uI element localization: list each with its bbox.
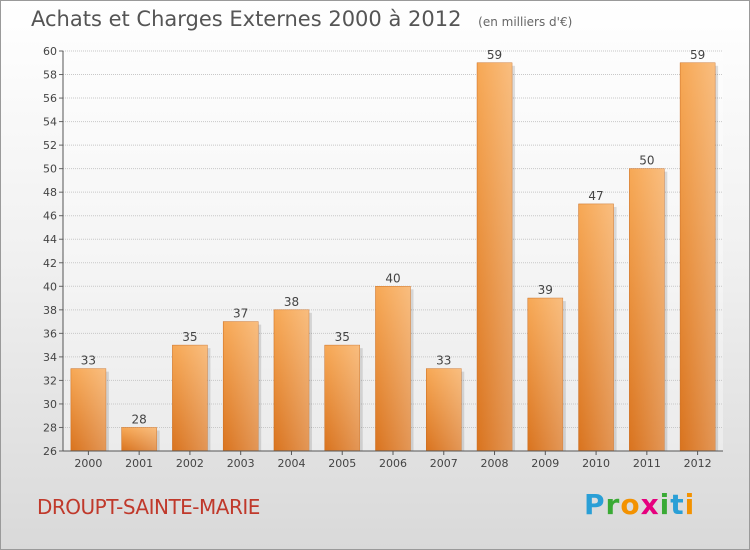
logo-letter: t <box>670 488 685 521</box>
bar-value-label: 39 <box>538 283 553 297</box>
commune-name: DROUPT-SAINTE-MARIE <box>37 495 260 519</box>
y-tick-label: 32 <box>43 374 57 387</box>
bar-highlight <box>375 286 411 451</box>
bar-layer: 33 28 35 37 38 35 40 33 59 39 47 50 59 <box>70 48 719 452</box>
bar-value-label: 38 <box>284 295 299 309</box>
logo-letter: i <box>684 488 696 521</box>
bar-highlight <box>172 345 208 451</box>
y-tick-label: 48 <box>43 186 57 199</box>
bar-value-label: 35 <box>335 330 350 344</box>
bar-highlight <box>121 427 157 451</box>
y-tick-label: 52 <box>43 139 57 152</box>
bar-value-label: 35 <box>182 330 197 344</box>
chart-title-text: Achats et Charges Externes 2000 à 2012 <box>31 7 462 31</box>
x-tick-label: 2002 <box>176 457 204 470</box>
x-tick-label: 2008 <box>481 457 509 470</box>
logo-letter: i <box>659 488 671 521</box>
y-tick-label: 46 <box>43 210 57 223</box>
x-tick-label: 2012 <box>684 457 712 470</box>
logo-letter: P <box>584 488 606 521</box>
y-tick-label: 60 <box>43 45 57 58</box>
bar-value-label: 47 <box>588 189 603 203</box>
bar-value-label: 59 <box>487 48 502 62</box>
bar-highlight <box>70 368 106 451</box>
y-tick-label: 50 <box>43 163 57 176</box>
y-tick-label: 34 <box>43 351 57 364</box>
logo-letter: x <box>640 488 660 521</box>
proxiti-logo[interactable]: Proxiti <box>584 488 695 521</box>
x-tick-label: 2001 <box>125 457 153 470</box>
x-tick-label: 2006 <box>379 457 407 470</box>
bar-highlight <box>477 62 513 451</box>
y-tick-label: 54 <box>43 116 57 129</box>
bar-value-label: 50 <box>639 154 654 168</box>
bar-value-label: 28 <box>132 412 147 426</box>
y-tick-label: 58 <box>43 69 57 82</box>
y-tick-label: 44 <box>43 233 57 246</box>
x-tick-label: 2000 <box>74 457 102 470</box>
y-tick-label: 56 <box>43 92 57 105</box>
axis-layer: 26 28 30 32 34 36 38 40 42 44 46 48 50 52 54 56 58 60 2000… <box>43 45 723 470</box>
y-tick-label: 42 <box>43 257 57 270</box>
chart-title: Achats et Charges Externes 2000 à 2012 (… <box>31 7 572 31</box>
bar-highlight <box>426 368 462 451</box>
x-tick-label: 2010 <box>582 457 610 470</box>
y-tick-label: 40 <box>43 280 57 293</box>
bar-highlight <box>680 62 716 451</box>
logo-letter: r <box>605 488 621 521</box>
bar-highlight <box>223 321 259 451</box>
bar-value-label: 33 <box>436 354 451 368</box>
bar-highlight <box>578 203 614 451</box>
bar-value-label: 40 <box>385 271 400 285</box>
y-tick-label: 28 <box>43 421 57 434</box>
bar-value-label: 37 <box>233 307 248 321</box>
chart-subtitle: (en milliers d'€) <box>478 15 573 29</box>
bar-value-label: 59 <box>690 48 705 62</box>
bar-value-label: 33 <box>81 354 96 368</box>
y-tick-label: 38 <box>43 304 57 317</box>
bar-highlight <box>527 298 563 451</box>
y-tick-label: 26 <box>43 445 57 458</box>
x-tick-label: 2003 <box>227 457 255 470</box>
y-tick-label: 30 <box>43 398 57 411</box>
logo-letter: o <box>620 488 641 521</box>
x-tick-label: 2007 <box>430 457 458 470</box>
bar-highlight <box>629 168 665 451</box>
x-tick-label: 2011 <box>633 457 661 470</box>
y-tick-label: 36 <box>43 327 57 340</box>
bar-highlight <box>324 345 360 451</box>
x-tick-label: 2004 <box>277 457 305 470</box>
x-tick-label: 2005 <box>328 457 356 470</box>
x-tick-label: 2009 <box>531 457 559 470</box>
bar-highlight <box>273 309 309 451</box>
